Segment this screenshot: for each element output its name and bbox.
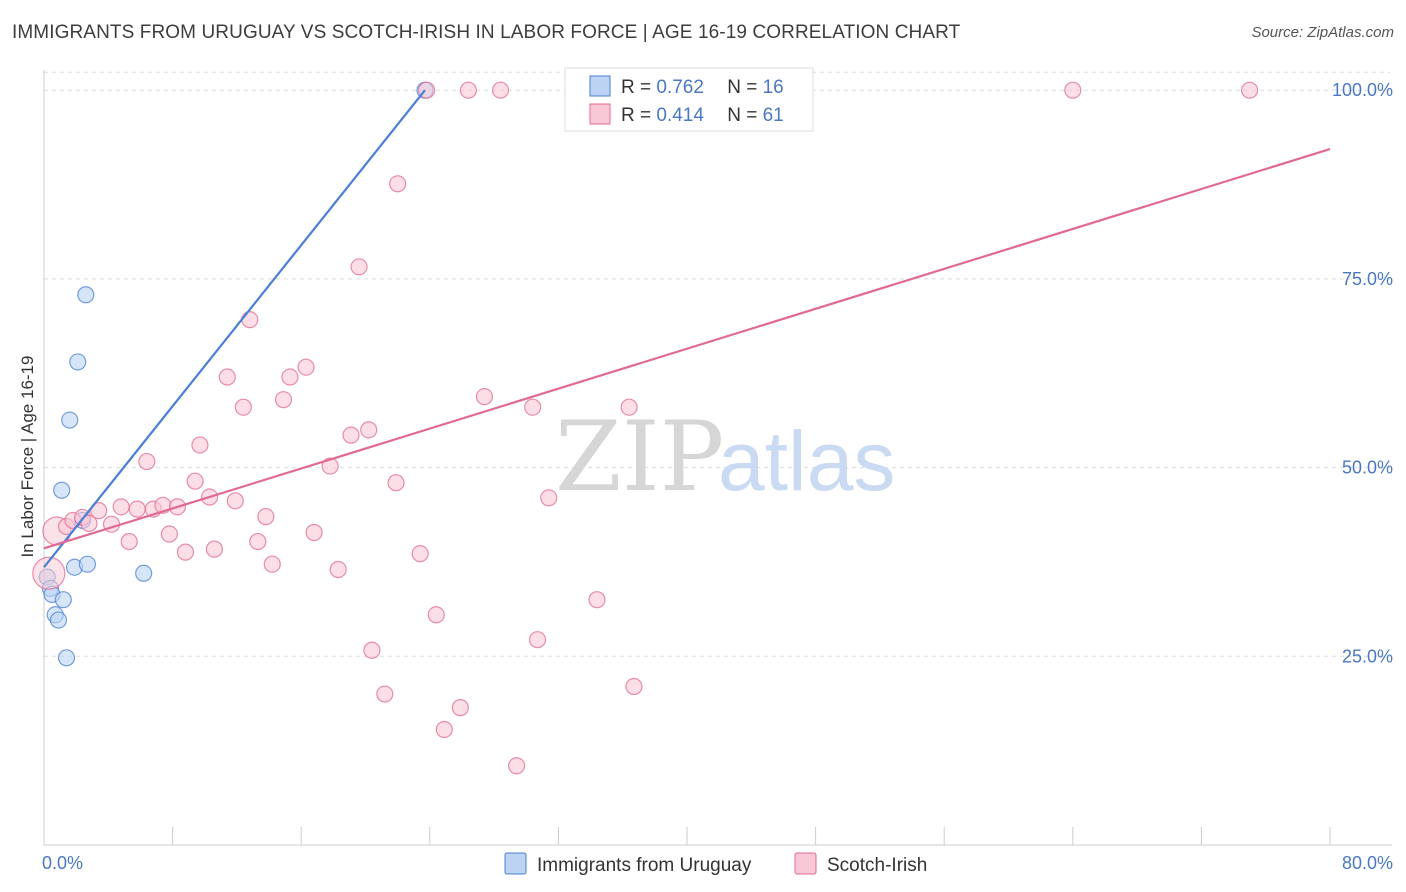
point-scotch-irish-30 — [297, 358, 315, 376]
legend-series-label-1: Scotch-Irish — [827, 855, 927, 876]
point-scotch-irish-46 — [459, 81, 477, 99]
point-scotch-irish-50 — [524, 398, 542, 416]
point-scotch-irish-39 — [387, 474, 405, 492]
point-scotch-irish-59 — [1241, 81, 1259, 99]
legend-swatch-0 — [589, 75, 611, 97]
trend-line-uruguay — [43, 89, 426, 568]
point-scotch-irish-58 — [1064, 81, 1082, 99]
point-scotch-irish-41 — [411, 545, 429, 563]
legend-n-value-0: 16 — [763, 77, 784, 98]
legend-series: Immigrants from Uruguay Scotch-Irish — [504, 852, 927, 876]
point-scotch-irish-21 — [218, 368, 236, 386]
grid-lines — [44, 71, 1390, 657]
point-scotch-irish-54 — [588, 591, 606, 609]
point-scotch-irish-42 — [427, 606, 445, 624]
y-tick-labels: 25.0% 50.0% 75.0% 100.0% — [1332, 80, 1393, 666]
point-scotch-irish-6 — [90, 502, 108, 520]
point-scotch-irish-40 — [389, 175, 407, 193]
point-scotch-irish-38 — [376, 685, 394, 703]
point-uruguay-4 — [49, 611, 68, 629]
legend-r-value-1: 0.414 — [656, 105, 704, 126]
legend-n-value-1: 61 — [763, 105, 784, 126]
point-scotch-irish-35 — [350, 258, 368, 276]
point-scotch-irish-29 — [281, 368, 299, 386]
chart-title: IMMIGRANTS FROM URUGUAY VS SCOTCH-IRISH … — [12, 22, 961, 43]
point-scotch-irish-20 — [205, 540, 223, 558]
point-scotch-irish-10 — [128, 500, 146, 518]
x-tick-label-0: 0.0% — [42, 853, 83, 873]
legend-swatch-1 — [589, 103, 611, 125]
point-uruguay-10 — [69, 353, 87, 371]
point-scotch-irish-16 — [176, 543, 195, 561]
point-scotch-irish-11 — [138, 452, 156, 471]
point-uruguay-6 — [54, 591, 72, 609]
point-scotch-irish-34 — [342, 426, 360, 444]
point-scotch-irish-18 — [191, 436, 209, 454]
point-scotch-irish-0 — [32, 556, 66, 590]
watermark-atlas: atlas — [718, 414, 895, 508]
point-scotch-irish-44 — [435, 720, 453, 739]
y-tick-label-0: 25.0% — [1342, 646, 1393, 666]
axes — [43, 70, 1392, 846]
point-scotch-irish-48 — [491, 81, 510, 99]
point-scotch-irish-23 — [234, 398, 252, 416]
point-scotch-irish-5 — [80, 514, 98, 533]
point-uruguay-7 — [57, 649, 76, 667]
watermark: ZIP atlas — [555, 401, 895, 513]
point-scotch-irish-57 — [625, 677, 643, 696]
point-scotch-irish-24 — [241, 311, 259, 329]
y-tick-label-1: 50.0% — [1342, 458, 1393, 478]
point-uruguay-12 — [77, 286, 95, 304]
point-scotch-irish-22 — [226, 492, 244, 510]
watermark-zip: ZIP — [555, 401, 724, 513]
point-scotch-irish-45 — [451, 699, 469, 717]
y-axis-label: In Labor Force | Age 16-19 — [18, 356, 37, 558]
x-tick-labels: 0.0% 80.0% — [42, 853, 1393, 873]
point-scotch-irish-33 — [329, 560, 347, 579]
point-scotch-irish-27 — [263, 555, 281, 573]
point-uruguay-14 — [135, 564, 153, 582]
point-scotch-irish-9 — [120, 532, 138, 551]
point-scotch-irish-37 — [363, 641, 381, 659]
point-scotch-irish-25 — [249, 532, 267, 551]
point-scotch-irish-8 — [112, 498, 130, 516]
point-scotch-irish-32 — [321, 457, 339, 475]
legend-stats-row-1: R = 0.414 N = 61 — [621, 105, 784, 126]
point-scotch-irish-26 — [257, 508, 275, 526]
point-uruguay-13 — [78, 555, 97, 573]
point-scotch-irish-31 — [305, 523, 323, 542]
legend-series-swatch-1 — [794, 852, 817, 875]
point-scotch-irish-28 — [274, 391, 293, 409]
point-scotch-irish-47 — [475, 388, 494, 406]
source-label: Source: ZipAtlas.com — [1251, 24, 1394, 41]
data-points — [32, 81, 1259, 775]
point-scotch-irish-14 — [160, 525, 178, 543]
x-tick-label-1: 80.0% — [1342, 853, 1393, 873]
trend-line-scotch-irish — [43, 148, 1331, 550]
legend-stats-row-0: R = 0.762 N = 16 — [621, 77, 784, 98]
legend-series-swatch-0 — [504, 852, 527, 875]
point-uruguay-5 — [53, 481, 71, 499]
point-uruguay-8 — [61, 411, 79, 429]
point-scotch-irish-56 — [620, 398, 638, 416]
y-tick-label-3: 100.0% — [1332, 80, 1393, 100]
point-scotch-irish-51 — [528, 631, 547, 649]
point-scotch-irish-52 — [540, 489, 558, 507]
y-tick-label-2: 75.0% — [1342, 269, 1393, 289]
legend-stats: R = 0.762 N = 16 R = 0.414 N = 61 — [564, 67, 814, 132]
legend-series-label-0: Immigrants from Uruguay — [537, 855, 752, 876]
point-scotch-irish-49 — [508, 757, 526, 775]
legend-r-value-0: 0.762 — [656, 77, 704, 98]
trend-lines — [43, 89, 1331, 568]
point-scotch-irish-17 — [186, 472, 204, 490]
point-scotch-irish-36 — [360, 421, 378, 439]
